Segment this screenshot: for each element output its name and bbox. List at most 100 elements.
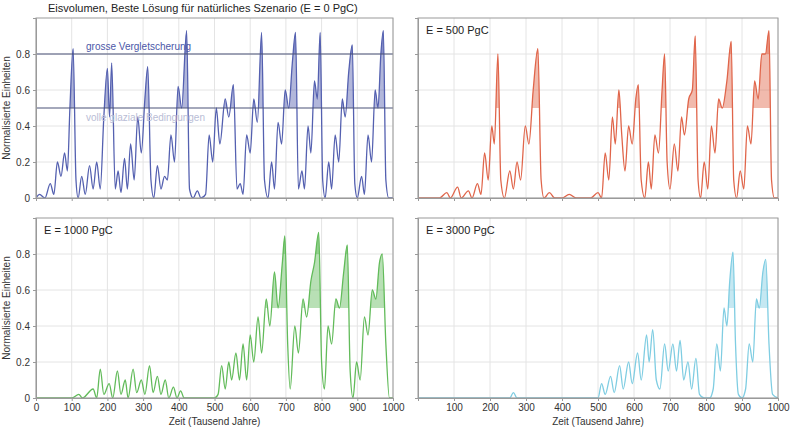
y-tick-label: 0.4 <box>16 121 30 132</box>
tick-mark <box>33 126 36 127</box>
tick-mark <box>357 398 358 401</box>
y-tick-label: 0.2 <box>16 357 30 368</box>
tick-mark <box>33 54 36 55</box>
tick-mark <box>393 398 394 401</box>
y-tick: 0.4 <box>16 121 36 132</box>
grid-line <box>36 162 393 163</box>
y-tick: 0.8 <box>16 249 36 260</box>
y-tick: 0.6 <box>16 85 36 96</box>
x-tick-label: 1000 <box>767 402 790 413</box>
x-tick: 400 <box>554 398 571 413</box>
grid-line <box>418 162 778 163</box>
tick-mark <box>415 254 418 255</box>
y-tick <box>415 162 418 163</box>
axis-line <box>37 199 394 202</box>
tick-mark <box>33 326 36 327</box>
tick-mark <box>670 198 671 201</box>
y-tick-label: 0.8 <box>16 49 30 60</box>
x-tick: 1000 <box>767 398 790 413</box>
y-tick: 0 <box>24 193 36 204</box>
tick-mark <box>670 398 671 401</box>
tick-mark <box>598 198 599 201</box>
y-tick-label: 0.2 <box>16 157 30 168</box>
x-tick-label: 400 <box>554 402 571 413</box>
annotation-label: grosse Vergletscherung <box>86 41 191 52</box>
x-tick: 1000 <box>382 398 405 413</box>
tick-mark <box>778 198 779 201</box>
series-line <box>36 31 393 198</box>
tick-mark <box>415 162 418 163</box>
x-axis: 1002003004005006007008009001000 <box>419 398 791 413</box>
tick-mark <box>634 398 635 401</box>
x-tick: 100 <box>64 398 81 413</box>
x-tick: 300 <box>518 398 535 413</box>
annotation-label: volle glaziale Bedingungen <box>86 112 205 123</box>
y-axis-title: Normalisierte Einheiten <box>1 256 12 359</box>
plot-marks <box>36 232 393 398</box>
tick-mark <box>526 398 527 401</box>
area-above-level <box>418 252 778 254</box>
x-tick: 500 <box>590 398 607 413</box>
x-tick: 800 <box>698 398 715 413</box>
x-tick: 200 <box>482 398 499 413</box>
x-tick <box>286 198 287 201</box>
tick-mark <box>778 398 779 401</box>
y-tick <box>415 54 418 55</box>
grid-line <box>36 290 393 291</box>
plot-background <box>36 218 393 398</box>
series-line <box>36 232 393 398</box>
y-tick: 0.4 <box>16 321 36 332</box>
x-tick <box>72 198 73 201</box>
tick-mark <box>742 398 743 401</box>
plot-marks <box>36 31 393 198</box>
tick-mark <box>215 198 216 201</box>
plot-frame <box>36 18 393 198</box>
tick-mark <box>526 198 527 201</box>
x-tick <box>670 198 671 201</box>
x-tick: 200 <box>100 398 117 413</box>
tick-mark <box>250 198 251 201</box>
panel: 0100200300400500600700800900100000.20.40… <box>1 218 405 427</box>
axis-line <box>419 199 779 202</box>
x-tick: 600 <box>242 398 259 413</box>
x-tick <box>250 198 251 201</box>
y-tick: 0.8 <box>16 49 36 60</box>
x-tick: 800 <box>314 398 331 413</box>
grid-line <box>36 326 393 327</box>
area-above-level <box>36 232 393 308</box>
axis-line <box>415 19 419 199</box>
grid-line <box>418 290 778 291</box>
x-tick-label: 300 <box>518 402 535 413</box>
x-tick: 700 <box>278 398 295 413</box>
tick-mark <box>322 398 323 401</box>
x-tick <box>179 198 180 201</box>
x-tick <box>322 198 323 201</box>
plot-frame <box>36 218 393 398</box>
x-tick: 100 <box>446 398 463 413</box>
x-tick: 500 <box>207 398 224 413</box>
axis-line <box>37 399 394 402</box>
y-tick <box>415 326 418 327</box>
tick-mark <box>33 362 36 363</box>
x-axis <box>419 198 779 201</box>
plot-frame <box>418 218 778 398</box>
x-tick <box>598 198 599 201</box>
grid-line <box>418 362 778 363</box>
x-tick <box>778 198 779 201</box>
grid-line <box>36 90 393 91</box>
x-tick-label: 100 <box>446 402 463 413</box>
x-tick <box>107 198 108 201</box>
x-tick-label: 800 <box>698 402 715 413</box>
x-tick-label: 500 <box>207 402 224 413</box>
x-tick-label: 600 <box>242 402 259 413</box>
plot-background <box>418 218 778 398</box>
tick-mark <box>179 198 180 201</box>
x-tick: 700 <box>662 398 679 413</box>
grid-line <box>36 54 393 55</box>
area-above-level <box>36 31 393 54</box>
plot-marks <box>418 252 778 398</box>
y-tick-label: 0.6 <box>16 85 30 96</box>
series-line <box>418 31 778 198</box>
tick-mark <box>415 398 418 399</box>
plot-frame <box>418 18 778 198</box>
